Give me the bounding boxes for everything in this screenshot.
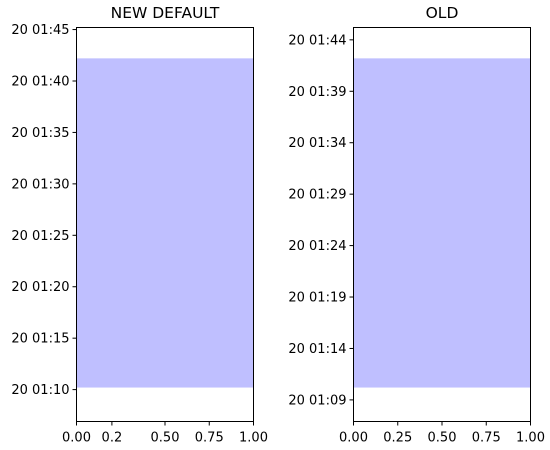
- y-tick-label: 20 01:34: [288, 136, 346, 151]
- y-tick-label: 20 01:45: [11, 23, 69, 38]
- y-tick-label: 20 01:15: [11, 332, 69, 347]
- x-tick-label: 0.75: [472, 431, 501, 446]
- x-tick-label: 0.00: [339, 431, 368, 446]
- shaded-span: [76, 58, 254, 388]
- axes-frame: [76, 27, 254, 422]
- y-tick-label: 20 01:44: [288, 33, 346, 48]
- y-tick-label: 20 01:30: [11, 177, 69, 192]
- x-tick-label: 0.75: [195, 431, 224, 446]
- y-tick-label: 20 01:10: [11, 383, 69, 398]
- x-tick-label: 0.50: [151, 431, 180, 446]
- y-tick-label: 20 01:09: [288, 393, 346, 408]
- shaded-span: [353, 58, 531, 388]
- x-tick-label: 0.2: [102, 431, 123, 446]
- y-tick-label: 20 01:20: [11, 280, 69, 295]
- x-tick-label: 0.00: [62, 431, 91, 446]
- y-tick-label: 20 01:19: [288, 291, 346, 306]
- y-tick-label: 20 01:25: [11, 229, 69, 244]
- y-tick-label: 20 01:24: [288, 239, 346, 254]
- plot-area: 20 01:09 20 01:14 20 01:19 20 01:24 20 01:29…: [288, 33, 545, 445]
- x-tick-label: 1.00: [516, 431, 545, 446]
- chart-title: OLD: [426, 4, 459, 22]
- y-tick-label: 20 01:35: [11, 126, 69, 141]
- y-tick-label: 20 01:29: [288, 188, 346, 203]
- x-tick-label: 0.25: [383, 431, 412, 446]
- y-tick-label: 20 01:40: [11, 74, 69, 89]
- plot-area: 20 01:10 20 01:15 20 01:20 20 01:25 20 01:30…: [11, 23, 268, 445]
- x-tick-label: 1.00: [239, 431, 268, 446]
- y-tick-label: 20 01:39: [288, 85, 346, 100]
- x-tick-label: 0.50: [428, 431, 457, 446]
- chart-title: NEW DEFAULT: [111, 4, 220, 22]
- axes-frame: [353, 27, 531, 422]
- y-tick-label: 20 01:14: [288, 342, 346, 357]
